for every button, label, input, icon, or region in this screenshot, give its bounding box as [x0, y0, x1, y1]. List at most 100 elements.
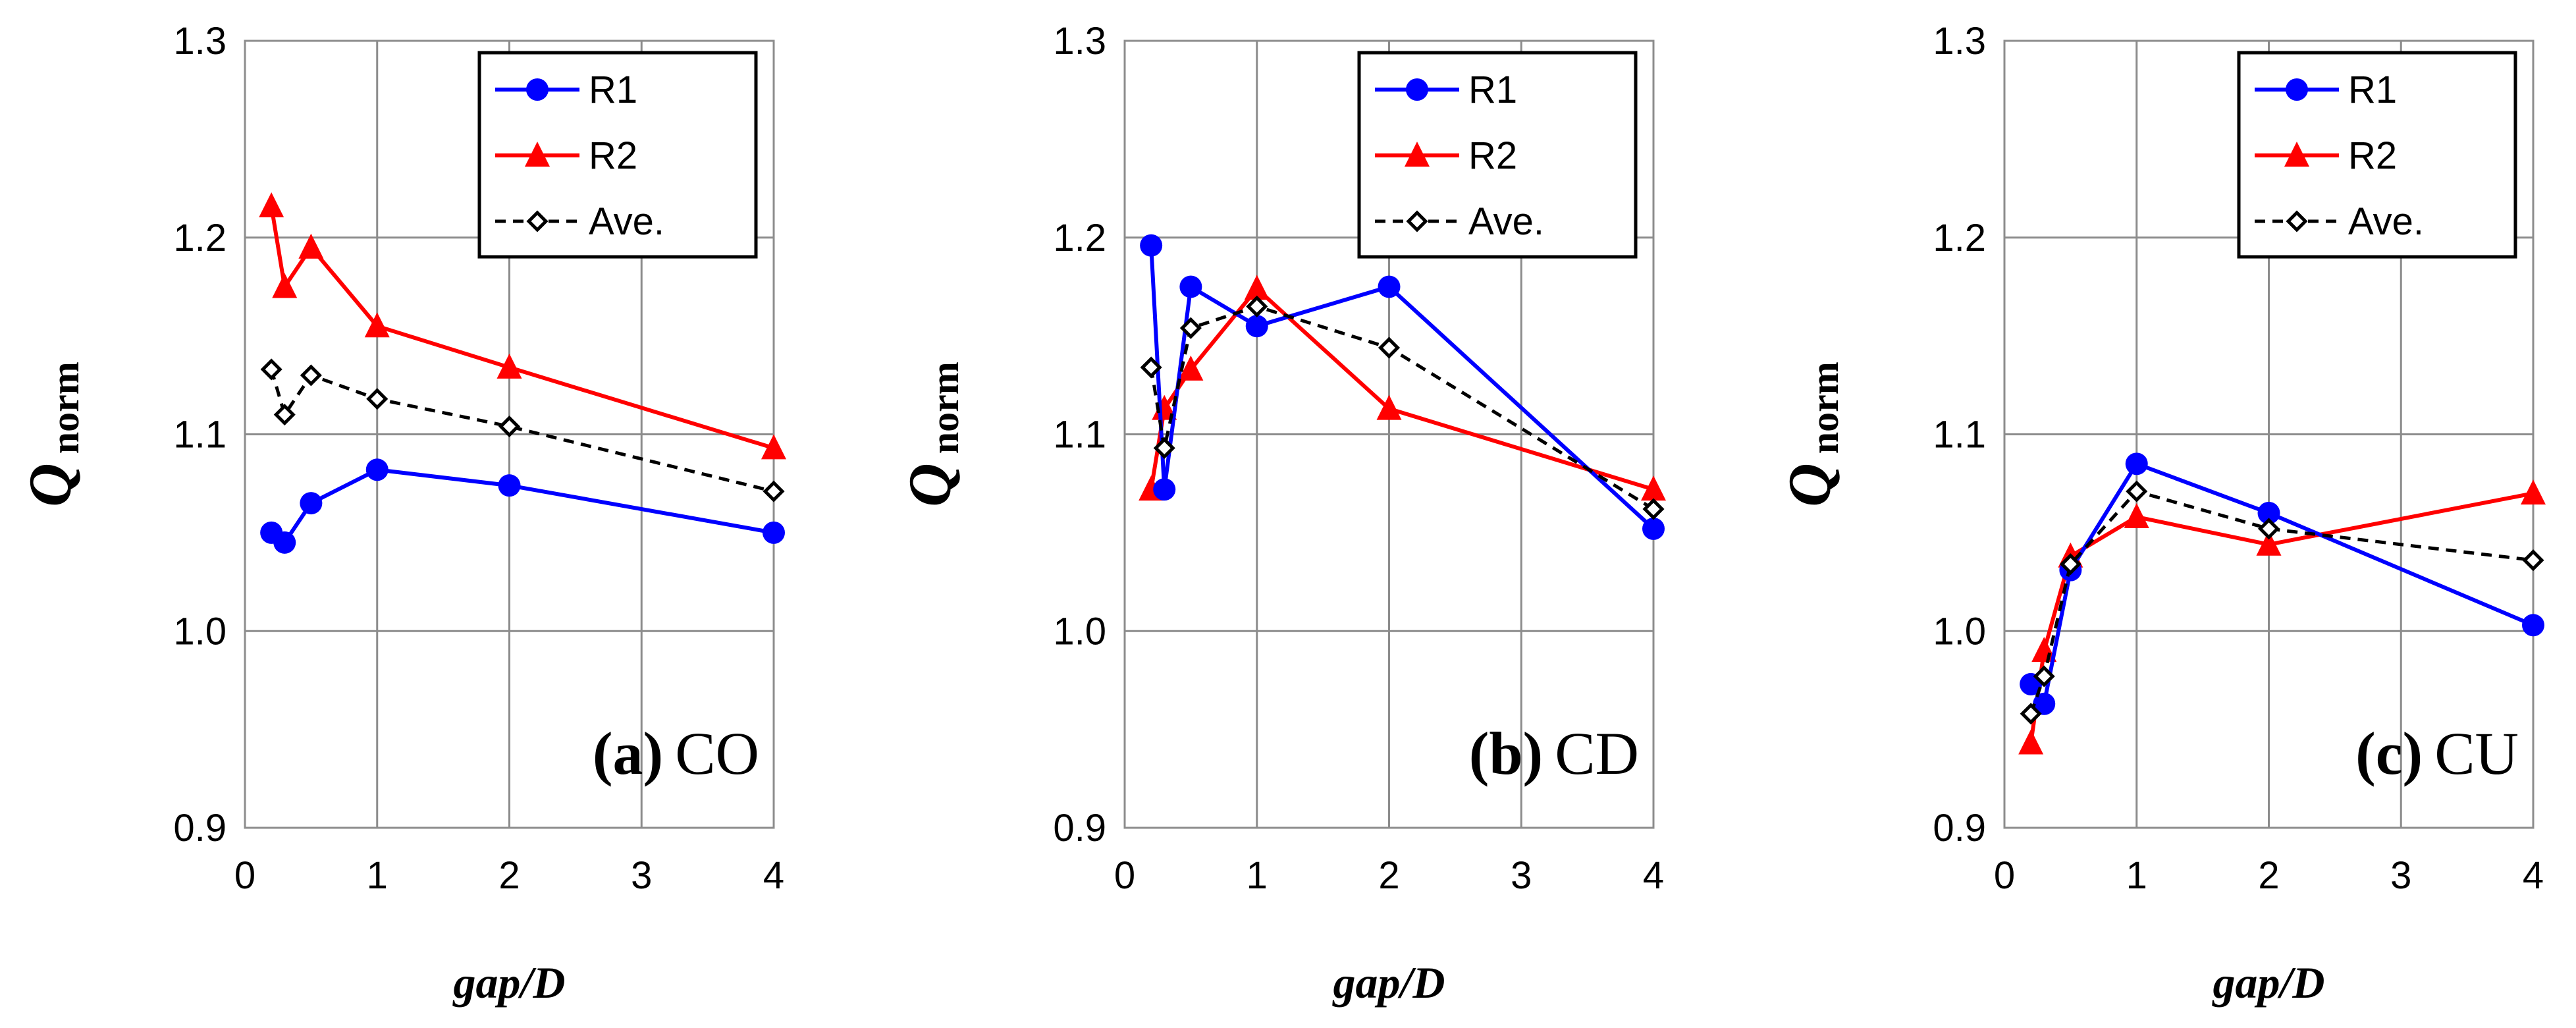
legend-label: R2: [2348, 134, 2397, 177]
data-point: [365, 458, 389, 481]
y-tick-label: 1.3: [1053, 20, 1106, 63]
panel-letter: (c): [2355, 720, 2423, 787]
y-axis-label-subscript: norm: [1803, 362, 1846, 454]
data-point: [1153, 437, 1175, 459]
y-tick-label: 1.0: [1053, 610, 1106, 653]
y-tick-label: 0.9: [1933, 807, 1986, 850]
legend-marker: [526, 78, 549, 101]
x-tick-label: 0: [234, 854, 255, 897]
series-line: [2029, 491, 2534, 744]
x-tick-label: 1: [1247, 854, 1268, 897]
data-point: [2257, 502, 2280, 524]
y-tick-label: 1.0: [173, 610, 227, 653]
x-tick-label: 4: [763, 854, 784, 897]
data-point: [1179, 275, 1202, 298]
series-line: [2029, 489, 2534, 715]
data-point: [1642, 517, 1665, 540]
panel-letter: (a): [593, 720, 663, 787]
data-point: [1246, 295, 1268, 317]
x-tick-label: 1: [2126, 854, 2147, 897]
data-point: [300, 364, 322, 387]
legend-marker: [2286, 78, 2308, 101]
data-point: [1642, 498, 1665, 520]
series-line: [2029, 462, 2535, 706]
x-tick-label: 3: [2390, 854, 2411, 897]
x-tick-label: 2: [498, 854, 520, 897]
data-point: [1244, 275, 1270, 300]
x-tick-label: 3: [631, 854, 652, 897]
y-tick-label: 1.2: [1933, 217, 1986, 259]
y-tick-label: 0.9: [173, 807, 227, 850]
y-axis-label-main: Q: [896, 463, 963, 506]
legend: R1 R2 Ave.: [1357, 51, 1638, 259]
data-point: [2256, 530, 2282, 556]
data-point: [2033, 692, 2056, 715]
legend-label: R1: [2348, 68, 2397, 111]
data-point: [1378, 337, 1401, 359]
y-tick-label: 1.0: [1933, 610, 1986, 653]
data-point: [763, 521, 785, 544]
data-point: [763, 480, 785, 502]
panel-name: CO: [675, 720, 759, 787]
x-axis-label: gap/D: [452, 958, 566, 1008]
data-point: [1641, 475, 1666, 501]
data-point: [1179, 317, 1202, 339]
series-r1: [2020, 452, 2544, 715]
data-point: [2020, 703, 2042, 725]
data-point: [1245, 315, 1268, 338]
panel-name: CD: [1555, 720, 1639, 787]
x-axis-label: gap/D: [2212, 958, 2325, 1008]
y-axis-label: Qnorm: [1776, 362, 1846, 506]
panel-letter: (b): [1469, 720, 1543, 787]
series-r1: [1140, 234, 1665, 540]
data-point: [364, 312, 390, 338]
series-r2: [259, 192, 786, 460]
data-point: [2018, 729, 2044, 755]
data-point: [2059, 553, 2081, 576]
y-tick-label: 1.2: [173, 217, 227, 259]
data-point: [496, 353, 522, 379]
legend-label: R1: [1468, 68, 1517, 111]
panel-label: (c) CU: [2355, 720, 2519, 787]
legend: R1 R2 Ave.: [477, 51, 758, 259]
data-point: [2522, 549, 2544, 572]
plot-area: [1123, 40, 1655, 829]
legend-label: R2: [589, 134, 637, 177]
chart-panel-c: 0 1 2 3 4 0.9 1.0 1.1 1.2 1.3 gap/D Qnorm R1 R2 Ave. (c…: [1776, 20, 2546, 1008]
x-tick-label: 4: [2523, 854, 2544, 897]
data-point: [761, 434, 786, 460]
chart-panel-a: 0 1 2 3 4 0.9 1.0 1.1 1.2 1.3 gap/D Qnorm R1 R2 Ave. (a…: [16, 20, 786, 1008]
data-point: [300, 492, 323, 515]
series-r1: [260, 458, 785, 554]
y-tick-label: 0.9: [1053, 807, 1106, 850]
legend-label: R2: [1468, 134, 1517, 177]
data-point: [1153, 478, 1176, 501]
data-point: [259, 192, 284, 217]
y-axis-label-subscript: norm: [923, 362, 967, 454]
x-tick-label: 0: [1114, 854, 1135, 897]
x-tick-label: 0: [1994, 854, 2015, 897]
x-tick-label: 4: [1643, 854, 1664, 897]
x-tick-label: 2: [2258, 854, 2279, 897]
data-point: [1378, 275, 1401, 298]
data-point: [2125, 452, 2148, 475]
chart-panel-b: 0 1 2 3 4 0.9 1.0 1.1 1.2 1.3 gap/D Qnorm R1 R2 Ave. (b…: [896, 20, 1666, 1008]
panel-label: (b) CD: [1469, 720, 1639, 787]
legend-label: Ave.: [589, 200, 664, 243]
legend-marker: [526, 210, 549, 232]
data-point: [2033, 665, 2055, 688]
x-tick-label: 1: [367, 854, 388, 897]
data-point: [2124, 502, 2149, 528]
data-point: [498, 474, 521, 497]
data-point: [366, 388, 389, 410]
y-tick-label: 1.1: [173, 414, 227, 456]
legend-label: Ave.: [2348, 200, 2424, 243]
series-line: [270, 468, 774, 545]
data-point: [298, 233, 324, 259]
data-point: [1376, 394, 1402, 420]
data-point: [273, 404, 296, 426]
x-tick-label: 3: [1511, 854, 1532, 897]
panel-name: CU: [2434, 720, 2519, 787]
y-axis-label-main: Q: [1776, 463, 1843, 506]
